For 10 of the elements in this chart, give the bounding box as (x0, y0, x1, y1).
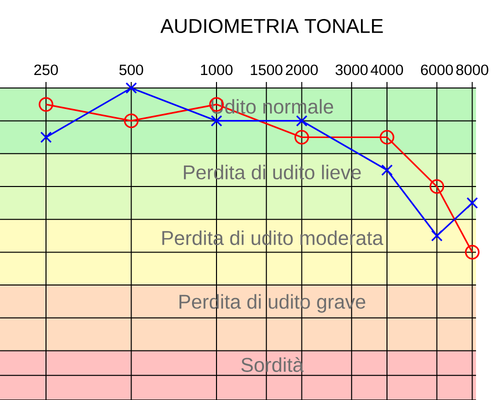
x-tick-label: 4000 (370, 64, 404, 76)
x-tick-label: 8000 (456, 64, 488, 76)
x-tick-label: 500 (119, 64, 144, 76)
x-tick-label: 1000 (201, 64, 233, 76)
x-tick-label: 6000 (421, 64, 453, 76)
x-tick-label: 1500 (250, 64, 282, 76)
chart-title: AUDIOMETRIA TONALE (160, 18, 383, 34)
x-tick-label: 250 (34, 64, 58, 76)
x-tick-label: 3000 (336, 64, 368, 76)
x-tick-label: 2000 (286, 64, 318, 76)
